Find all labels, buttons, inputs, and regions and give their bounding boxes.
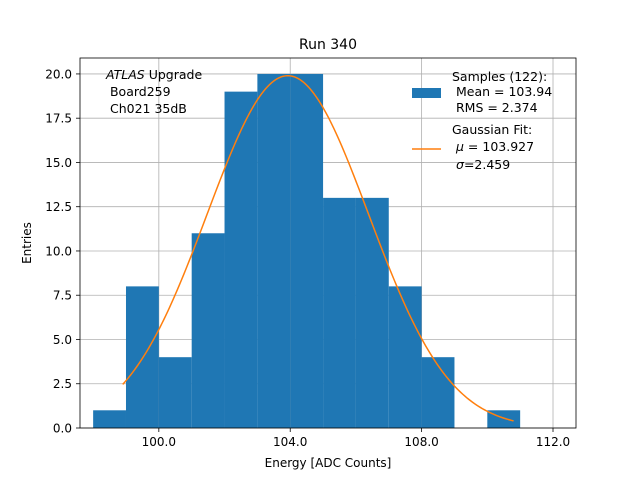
x-tick-label-1: 104.0 — [273, 435, 307, 449]
y-tick-label-3: 7.5 — [53, 289, 72, 303]
histogram-bar-6 — [290, 73, 324, 428]
histogram-bar-8 — [355, 197, 389, 428]
x-axis-ticks: 100.0 104.0 108.0 112.0 — [142, 428, 570, 449]
plot-frame — [79, 57, 577, 429]
histogram-bar-9 — [388, 286, 422, 428]
x-axis-label: Energy [ADC Counts] — [265, 456, 392, 470]
annotation-block: ATLAS Upgrade Board259 Ch021 35dB — [105, 67, 202, 116]
histogram-bar-7 — [323, 197, 356, 428]
legend-samples-line-2: Mean = 103.94 — [452, 84, 552, 99]
histogram-bar-2 — [158, 357, 192, 428]
annotation-line-2: Board259 — [106, 84, 171, 99]
annotation-line-1: ATLAS Upgrade — [105, 67, 202, 82]
legend-samples-line-3: RMS = 2.374 — [452, 100, 538, 115]
legend-mu-symbol: μ — [455, 139, 464, 154]
gaussian-fit-curve — [122, 74, 514, 422]
annotation-line-3: Ch021 35dB — [106, 101, 187, 116]
y-tick-label-8: 20.0 — [45, 67, 72, 81]
histogram-bar-5 — [257, 73, 291, 428]
x-tick-label-0: 100.0 — [142, 435, 176, 449]
y-tick-label-4: 10.0 — [45, 244, 72, 258]
y-tick-label-6: 15.0 — [45, 156, 72, 170]
chart-title: Run 340 — [299, 37, 357, 53]
legend-fit-mu: μ = 103.927 — [455, 139, 534, 154]
y-tick-label-5: 12.5 — [45, 200, 72, 214]
legend-samples-line-1: Samples (122): — [452, 69, 547, 84]
y-tick-label-1: 2.5 — [53, 377, 72, 391]
histogram-bar-4 — [224, 91, 258, 429]
histogram-bars — [93, 73, 521, 429]
histogram-bar-0 — [93, 410, 126, 428]
legend-fit-line-1: Gaussian Fit: — [452, 122, 532, 137]
legend-mu-value: = 103.927 — [464, 139, 534, 154]
annotation-atlas: ATLAS — [105, 67, 145, 82]
histogram-bar-10 — [421, 357, 455, 428]
y-tick-label-7: 17.5 — [45, 112, 72, 126]
y-axis-label: Entries — [20, 222, 34, 264]
y-tick-label-0: 0.0 — [53, 422, 72, 436]
annotation-upgrade: Upgrade — [145, 67, 203, 82]
y-axis-ticks: 0.0 2.5 5.0 7.5 10.0 12.5 15.0 17.5 20.0 — [45, 67, 80, 436]
legend-sigma-value: =2.459 — [464, 157, 510, 172]
legend-fit-sigma: σ=2.459 — [456, 157, 510, 172]
legend-samples-patch — [412, 88, 441, 98]
x-tick-label-3: 112.0 — [536, 435, 570, 449]
y-tick-label-2: 5.0 — [53, 333, 72, 347]
legend: Samples (122): Mean = 103.94 RMS = 2.374… — [412, 69, 552, 172]
legend-sigma-symbol: σ — [456, 157, 465, 172]
x-tick-label-2: 108.0 — [404, 435, 438, 449]
histogram-bar-3 — [191, 233, 225, 428]
